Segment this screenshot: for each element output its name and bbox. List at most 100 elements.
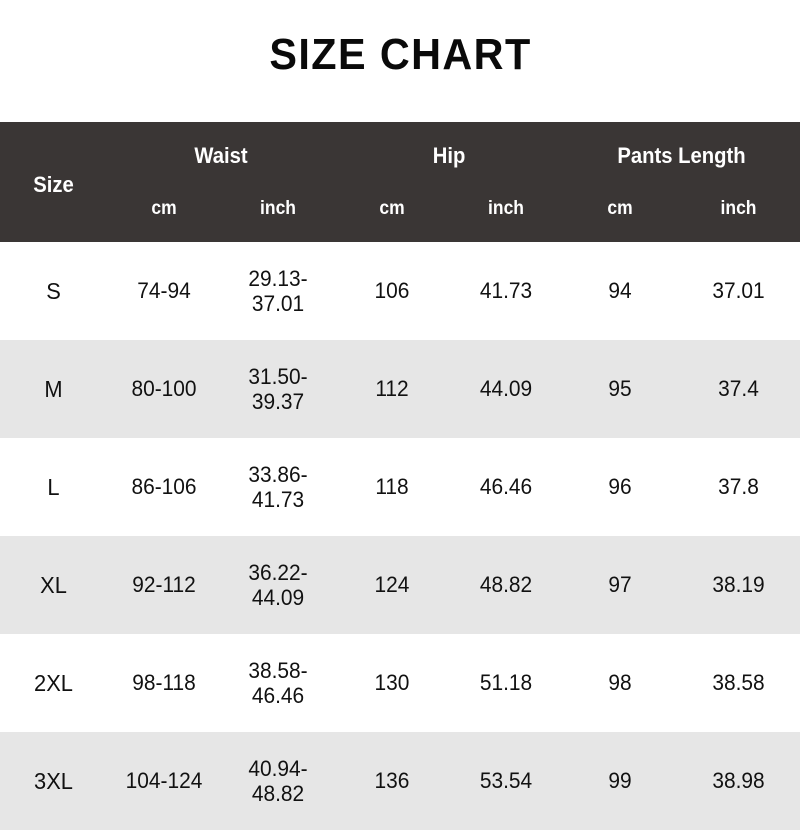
header-unit-pants-cm: cm — [563, 184, 678, 242]
cell-size: 3XL — [0, 732, 107, 830]
table-row: XL 92-112 36.22- 44.09 124 48.82 97 38.1… — [0, 536, 800, 634]
cell-size: L — [0, 438, 107, 536]
cell-pants-inch: 38.98 — [677, 732, 800, 830]
cell-pants-inch-value: 37.01 — [712, 278, 765, 304]
cell-waist-inch: 38.58- 46.46 — [221, 634, 336, 732]
cell-hip-inch-value: 51.18 — [479, 670, 533, 696]
cell-waist-inch-value: 29.13- 37.01 — [248, 265, 308, 316]
cell-waist-cm-value: 86-106 — [131, 474, 197, 500]
cell-waist-cm: 104-124 — [107, 732, 221, 830]
header-label-pants-inch: inch — [720, 197, 757, 219]
cell-pants-inch-value: 38.58 — [712, 670, 765, 696]
cell-waist-cm: 74-94 — [107, 242, 221, 340]
header-unit-waist-inch: inch — [221, 184, 336, 242]
header-label-waist-cm: cm — [151, 197, 177, 219]
header-unit-hip-inch: inch — [449, 184, 564, 242]
cell-pants-inch-value: 37.4 — [718, 376, 759, 402]
header-label-hip-inch: inch — [488, 197, 524, 219]
table-header: Size Waist Hip Pants Length cm inch — [0, 122, 800, 242]
header-label-hip: Hip — [432, 143, 466, 168]
cell-hip-cm: 112 — [335, 340, 450, 438]
cell-hip-inch: 48.82 — [449, 536, 564, 634]
cell-waist-inch: 36.22- 44.09 — [221, 536, 336, 634]
cell-hip-cm: 118 — [335, 438, 450, 536]
header-label-hip-cm: cm — [379, 197, 405, 219]
cell-hip-inch: 51.18 — [449, 634, 564, 732]
cell-size-value: XL — [40, 571, 67, 598]
cell-hip-inch-value: 41.73 — [479, 278, 533, 304]
cell-pants-inch: 38.58 — [677, 634, 800, 732]
cell-pants-cm: 98 — [563, 634, 678, 732]
cell-pants-inch: 37.01 — [677, 242, 800, 340]
table-row: 3XL 104-124 40.94- 48.82 136 53.54 99 38… — [0, 732, 800, 830]
cell-waist-inch-value: 36.22- 44.09 — [248, 559, 308, 610]
header-label-size: Size — [33, 172, 74, 197]
cell-waist-cm-value: 74-94 — [137, 278, 191, 304]
header-unit-hip-cm: cm — [335, 184, 450, 242]
cell-hip-cm: 124 — [335, 536, 450, 634]
cell-hip-inch-value: 46.46 — [479, 474, 533, 500]
cell-hip-inch-value: 44.09 — [479, 376, 533, 402]
cell-size: M — [0, 340, 107, 438]
cell-pants-cm: 95 — [563, 340, 678, 438]
cell-pants-cm-value: 98 — [608, 670, 632, 696]
cell-waist-inch-value: 40.94- 48.82 — [248, 755, 308, 806]
cell-waist-inch: 31.50- 39.37 — [221, 340, 336, 438]
cell-waist-cm: 80-100 — [107, 340, 221, 438]
cell-hip-inch: 41.73 — [449, 242, 564, 340]
cell-size-value: S — [46, 277, 61, 304]
header-unit-row: cm inch cm inch cm inch — [0, 184, 800, 242]
cell-waist-inch: 29.13- 37.01 — [221, 242, 336, 340]
cell-pants-cm: 97 — [563, 536, 678, 634]
cell-hip-cm-value: 106 — [374, 278, 410, 304]
cell-pants-cm-value: 97 — [608, 572, 632, 598]
cell-hip-cm: 130 — [335, 634, 450, 732]
table-row: S 74-94 29.13- 37.01 106 41.73 94 37.01 — [0, 242, 800, 340]
header-label-pants-cm: cm — [607, 197, 633, 219]
header-group-pants-length: Pants Length — [563, 122, 800, 184]
cell-hip-inch: 53.54 — [449, 732, 564, 830]
cell-pants-inch-value: 38.19 — [712, 572, 765, 598]
cell-waist-cm-value: 92-112 — [132, 572, 196, 598]
cell-pants-cm-value: 94 — [608, 278, 632, 304]
cell-hip-cm-value: 136 — [374, 768, 410, 794]
header-unit-waist-cm: cm — [107, 184, 221, 242]
header-unit-pants-inch: inch — [677, 184, 800, 242]
header-group-row: Size Waist Hip Pants Length — [0, 122, 800, 242]
cell-hip-cm-value: 130 — [374, 670, 410, 696]
table-body: S 74-94 29.13- 37.01 106 41.73 94 37.01 … — [0, 242, 800, 830]
cell-size-value: M — [44, 375, 63, 402]
cell-waist-inch-value: 31.50- 39.37 — [248, 363, 308, 414]
cell-waist-cm-value: 80-100 — [131, 376, 197, 402]
cell-pants-inch: 38.19 — [677, 536, 800, 634]
header-cell-size: Size — [0, 122, 107, 242]
cell-pants-cm: 96 — [563, 438, 678, 536]
table-row: 2XL 98-118 38.58- 46.46 130 51.18 98 38.… — [0, 634, 800, 732]
cell-waist-inch-value: 33.86- 41.73 — [248, 461, 308, 512]
cell-size: 2XL — [0, 634, 107, 732]
cell-pants-cm-value: 96 — [608, 474, 632, 500]
cell-hip-inch-value: 53.54 — [479, 768, 533, 794]
cell-pants-cm-value: 95 — [608, 376, 632, 402]
cell-hip-cm: 136 — [335, 732, 450, 830]
header-label-waist: Waist — [194, 143, 248, 168]
cell-waist-cm-value: 98-118 — [132, 670, 196, 696]
cell-pants-inch: 37.4 — [677, 340, 800, 438]
cell-pants-cm: 94 — [563, 242, 678, 340]
cell-hip-cm-value: 124 — [374, 572, 410, 598]
cell-size-value: 3XL — [34, 767, 73, 794]
size-chart-table: Size Waist Hip Pants Length cm inch — [0, 122, 800, 830]
cell-pants-inch: 37.8 — [677, 438, 800, 536]
header-group-waist: Waist — [107, 122, 336, 184]
cell-waist-cm: 86-106 — [107, 438, 221, 536]
cell-waist-cm-value: 104-124 — [125, 768, 203, 794]
cell-waist-inch-value: 38.58- 46.46 — [248, 657, 308, 708]
page-title: SIZE CHART — [268, 30, 532, 79]
cell-size: S — [0, 242, 107, 340]
cell-waist-inch: 40.94- 48.82 — [221, 732, 336, 830]
title-area: SIZE CHART — [0, 0, 800, 122]
cell-hip-cm-value: 112 — [375, 376, 409, 402]
table-row: M 80-100 31.50- 39.37 112 44.09 95 37.4 — [0, 340, 800, 438]
cell-hip-inch: 46.46 — [449, 438, 564, 536]
